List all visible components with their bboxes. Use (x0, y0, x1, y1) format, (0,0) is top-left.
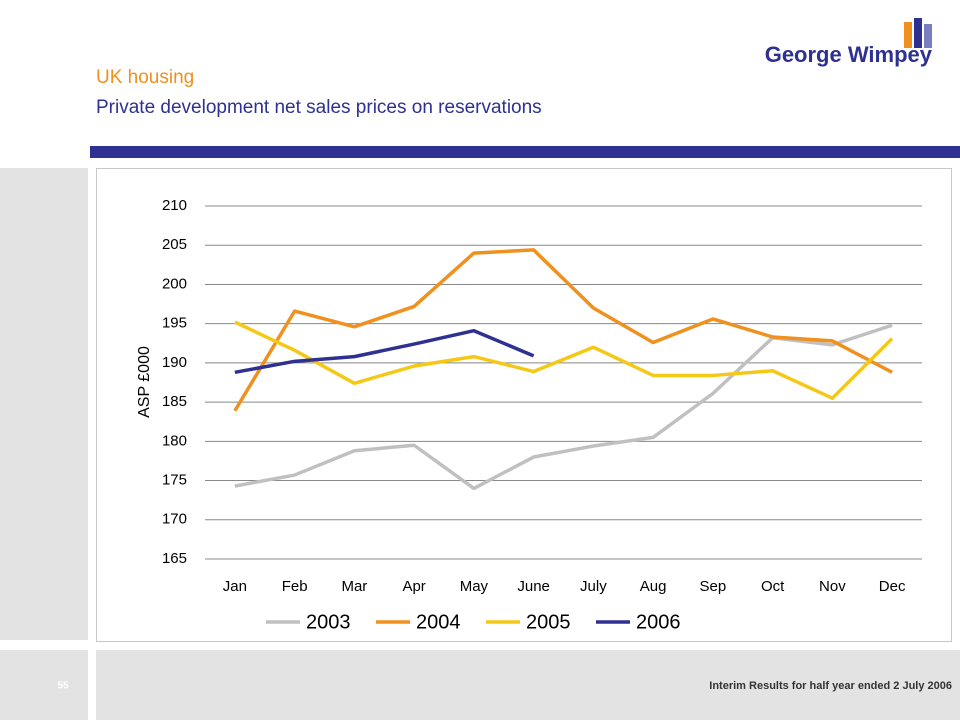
page-number: 55 (57, 681, 69, 692)
y-tick-label: 205 (162, 236, 187, 253)
x-tick-label: Oct (761, 578, 785, 595)
legend-label: 2006 (636, 611, 681, 633)
y-tick-label: 210 (162, 197, 187, 214)
header-bar (90, 146, 960, 158)
y-tick-label: 195 (162, 315, 187, 332)
legend-label: 2004 (416, 611, 461, 633)
y-axis-label: ASP £000 (136, 346, 153, 418)
x-tick-label: June (517, 578, 550, 595)
y-tick-label: 190 (162, 354, 187, 371)
chart-frame (96, 168, 952, 642)
data-line (234, 320, 894, 400)
x-tick-label: Nov (819, 578, 846, 595)
slide-subtitle: Private development net sales prices on … (96, 97, 542, 118)
x-tick-label: Sep (700, 578, 727, 595)
footer-panel (96, 650, 960, 720)
logo: George Wimpey (765, 42, 933, 67)
legend-label: 2003 (306, 611, 351, 633)
y-tick-label: 170 (162, 511, 187, 528)
logo-mark (904, 22, 912, 48)
x-tick-label: May (460, 578, 489, 595)
x-tick-label: Feb (282, 578, 308, 595)
logo-mark (924, 24, 932, 48)
data-line (234, 328, 535, 375)
y-tick-label: 200 (162, 275, 187, 292)
slide-title: UK housing (96, 67, 194, 88)
x-tick-label: Dec (879, 578, 906, 595)
legend-label: 2005 (526, 611, 571, 633)
y-tick-label: 185 (162, 393, 187, 410)
x-tick-label: Mar (341, 578, 367, 595)
footer-panel (0, 650, 88, 720)
y-tick-label: 180 (162, 432, 187, 449)
x-tick-label: Aug (640, 578, 667, 595)
side-panel (0, 168, 88, 640)
footer-text: Interim Results for half year ended 2 Ju… (709, 680, 952, 692)
logo-mark (914, 18, 922, 48)
x-tick-label: July (580, 578, 607, 595)
y-tick-label: 175 (162, 472, 187, 489)
data-line (233, 248, 893, 412)
y-tick-label: 165 (162, 550, 187, 567)
x-tick-label: Jan (223, 578, 247, 595)
x-tick-label: Apr (402, 578, 425, 595)
